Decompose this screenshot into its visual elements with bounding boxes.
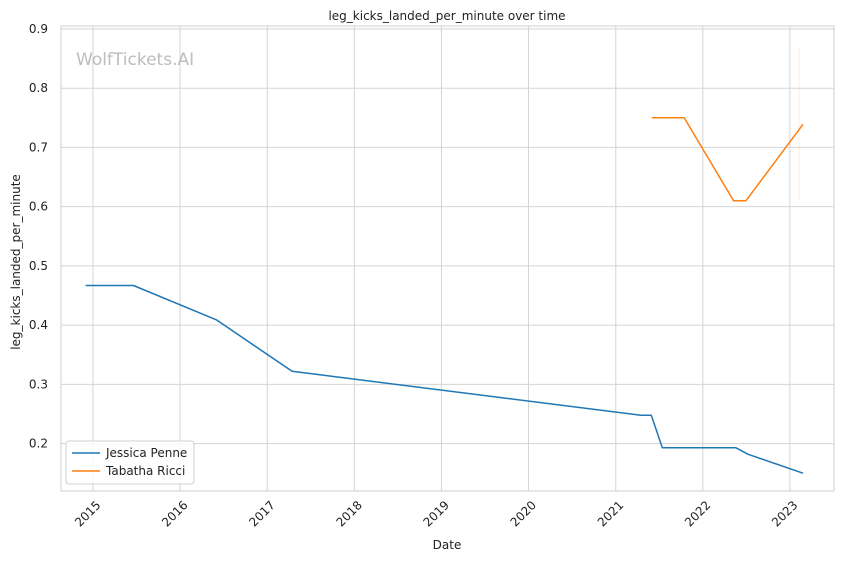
series-line-jessica-penne — [85, 284, 804, 474]
x-tick-label: 2015 — [72, 498, 103, 529]
y-tick-label: 0.6 — [29, 200, 48, 214]
y-tick-label: 0.8 — [29, 81, 48, 95]
x-tick-label: 2020 — [508, 498, 539, 529]
grid — [61, 26, 834, 491]
y-axis-ticks: 0.2 0.3 0.4 0.5 0.6 0.7 0.8 0.9 — [29, 22, 48, 451]
x-tick-label: 2023 — [769, 498, 800, 529]
y-tick-label: 0.9 — [29, 22, 48, 36]
x-tick-label: 2017 — [246, 498, 277, 529]
y-axis-label: leg_kicks_landed_per_minute — [9, 174, 23, 350]
watermark-text: WolfTickets.AI — [76, 50, 194, 70]
x-tick-label: 2019 — [421, 498, 452, 529]
x-axis-label: Date — [433, 538, 462, 552]
plot-area — [60, 25, 835, 492]
x-tick-label: 2022 — [682, 498, 713, 529]
y-tick-label: 0.2 — [29, 437, 48, 451]
y-tick-label: 0.3 — [29, 377, 48, 391]
legend-box — [65, 440, 195, 485]
series-line-tabatha-ricci — [651, 117, 804, 202]
x-tick-label: 2016 — [159, 498, 190, 529]
x-tick-label: 2018 — [333, 498, 364, 529]
legend: Jessica Penne Tabatha Ricci — [65, 440, 195, 485]
x-axis-ticks: 2015 2016 2017 2018 2019 2020 2021 2022 2023 — [72, 498, 800, 529]
y-tick-label: 0.5 — [29, 259, 48, 273]
x-tick-label: 2021 — [595, 498, 626, 529]
chart-title: leg_kicks_landed_per_minute over time — [328, 9, 565, 23]
legend-label-jessica-penne: Jessica Penne — [105, 446, 187, 460]
series-lines — [85, 117, 804, 474]
y-tick-label: 0.7 — [29, 140, 48, 154]
y-tick-label: 0.4 — [29, 318, 48, 332]
legend-label-tabatha-ricci: Tabatha Ricci — [105, 464, 185, 478]
